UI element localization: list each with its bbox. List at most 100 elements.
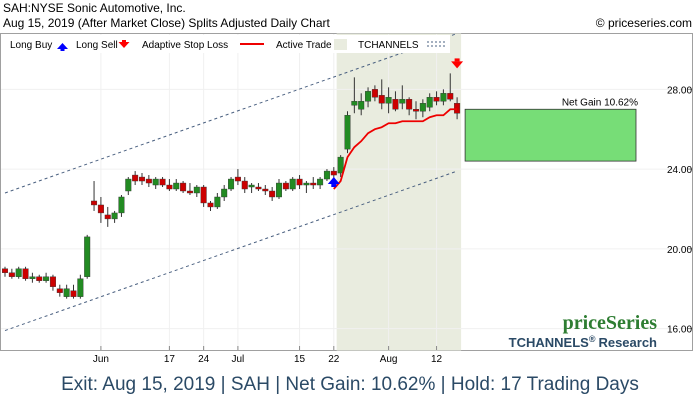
candle-body xyxy=(351,101,358,106)
active-trade-region xyxy=(336,33,462,351)
tchannel-lower-line xyxy=(4,170,458,332)
long-buy-arrow-stem-icon xyxy=(60,48,65,51)
sell-arrow-stem-icon xyxy=(454,58,460,62)
candle-body xyxy=(255,186,262,190)
candle-body xyxy=(413,109,420,112)
candle-body xyxy=(337,156,344,174)
candle-body xyxy=(200,186,207,204)
legend-tchannels-label: TCHANNELS xyxy=(358,40,419,51)
candle-body xyxy=(49,276,56,287)
candle-body xyxy=(104,214,111,220)
registered-mark: ® xyxy=(589,334,596,344)
net-gain-box xyxy=(464,108,637,162)
candle-body xyxy=(317,178,324,186)
x-tick-label: 17 xyxy=(164,354,176,365)
candle-body xyxy=(248,184,255,188)
candle-body xyxy=(138,176,145,182)
chart-subtitle: Aug 15, 2019 (After Market Close) Splits… xyxy=(3,16,330,30)
candle-body xyxy=(43,276,50,281)
candle-body xyxy=(378,95,385,104)
priceseries-logo: priceSeries xyxy=(563,312,658,334)
candle-body xyxy=(186,190,193,194)
y-tick-label: 20.00 xyxy=(667,245,692,256)
x-tick-label: 12 xyxy=(431,354,443,365)
candle-body xyxy=(173,182,180,190)
candle-body xyxy=(365,91,372,102)
candle-body xyxy=(193,186,200,194)
candle-body xyxy=(241,180,248,190)
sell-arrow-icon xyxy=(451,61,464,69)
candle-body xyxy=(440,93,447,102)
candle-body xyxy=(433,97,440,102)
candle-body xyxy=(234,176,241,182)
candle-body xyxy=(330,170,337,176)
legend-long-sell-label: Long Sell xyxy=(76,40,118,51)
buy-arrow-icon xyxy=(327,177,340,185)
legend-long-buy-label: Long Buy xyxy=(10,40,52,51)
candle-body xyxy=(70,290,77,297)
candle-body xyxy=(447,93,454,100)
net-gain-label: Net Gain 10.62% xyxy=(562,97,638,108)
x-tick-label: Jun xyxy=(93,354,109,365)
candle-body xyxy=(125,178,132,192)
candle-body xyxy=(392,99,399,110)
candle-body xyxy=(84,236,91,277)
y-tick-label: 28.00 xyxy=(667,85,692,96)
candle-body xyxy=(8,272,15,277)
legend: Long Buy Long Sell Adaptive Stop Loss Ac… xyxy=(2,35,450,53)
candle-body xyxy=(371,89,378,98)
research-brand: Research xyxy=(598,335,657,350)
candle-body xyxy=(63,288,70,297)
candle-body xyxy=(166,184,173,190)
long-sell-arrow-stem-icon xyxy=(122,40,126,43)
candle-body xyxy=(29,276,36,279)
y-tick-label: 16.00 xyxy=(667,325,692,336)
candle-body xyxy=(36,276,43,281)
long-sell-arrow-icon xyxy=(118,42,130,48)
candle-body xyxy=(77,278,84,297)
active-trade-swatch xyxy=(334,39,347,50)
candle-body xyxy=(303,182,310,186)
candle-body xyxy=(56,288,63,293)
chart-title: SAH:NYSE Sonic Automotive, Inc. xyxy=(3,1,186,15)
candle-body xyxy=(385,97,392,104)
x-tick-label: Jul xyxy=(232,354,245,365)
candle-body xyxy=(228,178,235,190)
tchannel-upper-line xyxy=(4,33,458,194)
candle-body xyxy=(399,99,406,104)
candle-body xyxy=(159,178,166,186)
tchannels-brand: TCHANNELS xyxy=(509,335,589,350)
buy-arrow-stem-icon xyxy=(331,184,337,188)
price-chart: Net Gain 10.62% 16.00 20.00 24.00 28.00 Jun 1… xyxy=(0,33,693,365)
x-tick-label: 22 xyxy=(328,354,340,365)
candle-body xyxy=(145,178,152,184)
candle-body xyxy=(282,182,289,190)
candle-body xyxy=(180,182,187,192)
candle-body xyxy=(97,204,104,214)
candle-body xyxy=(22,268,29,279)
candle-body xyxy=(454,103,461,114)
candle-body xyxy=(323,170,330,180)
x-tick-label: 15 xyxy=(294,354,306,365)
candle-body xyxy=(221,188,228,198)
candle-body xyxy=(2,268,8,273)
candle-body xyxy=(262,188,269,192)
y-tick-label: 24.00 xyxy=(667,165,692,176)
legend-active-trade-label: Active Trade xyxy=(276,40,332,51)
x-tick-label: Aug xyxy=(380,354,398,365)
long-buy-arrow-icon xyxy=(57,43,68,49)
trade-summary-footer: Exit: Aug 15, 2019 | SAH | Net Gain: 10.… xyxy=(61,374,639,395)
candle-body xyxy=(426,97,433,108)
candle-body xyxy=(207,202,214,208)
candle-body xyxy=(358,101,365,110)
candle-body xyxy=(310,182,317,186)
candle-body xyxy=(269,190,276,198)
candle-body xyxy=(289,178,296,190)
adaptive-stop-line xyxy=(333,108,458,190)
legend-adaptive-stop-label: Adaptive Stop Loss xyxy=(142,40,228,51)
candle-body xyxy=(118,196,125,214)
candle-body xyxy=(276,182,283,198)
candle-body xyxy=(296,178,303,186)
candle-body xyxy=(214,196,221,208)
tchannels-research-logo: TCHANNELS® Research xyxy=(509,334,657,350)
